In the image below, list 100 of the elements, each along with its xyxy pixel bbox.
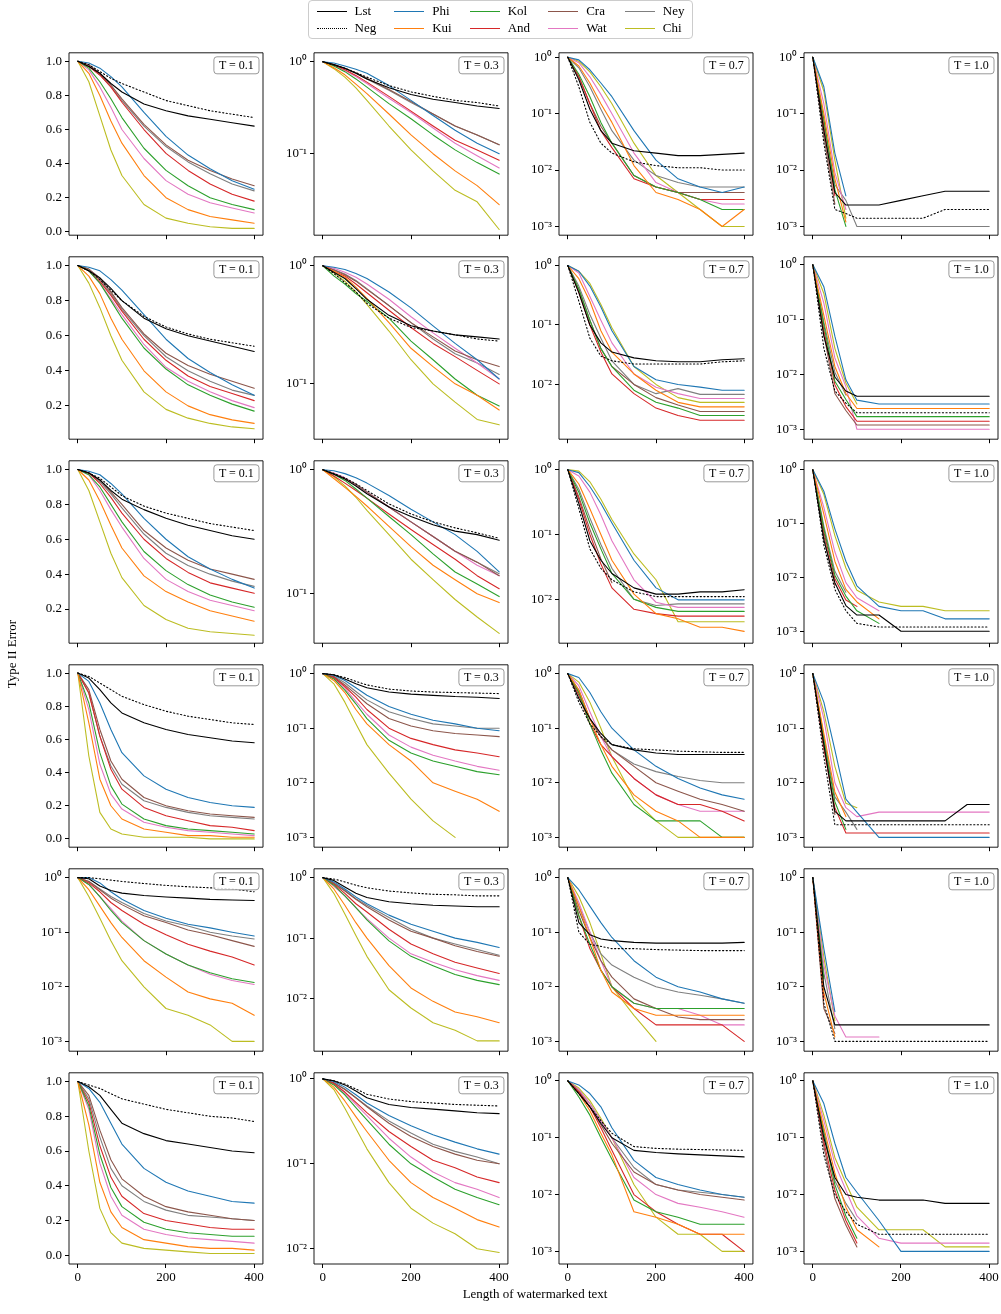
x-tick-label: 400 <box>979 1269 999 1285</box>
y-tick-label: 10⁻³ <box>776 622 798 638</box>
y-tick-label: 10⁻¹ <box>531 1129 553 1145</box>
legend-label: Phi <box>432 3 450 19</box>
y-tick-label: 10⁻¹ <box>286 929 308 945</box>
y-tick-label: 10⁰ <box>289 461 307 477</box>
y-tick-label: 10⁰ <box>44 869 62 885</box>
annotation: T = 1.0 <box>953 465 989 480</box>
y-tick-label: 0.8 <box>45 86 62 102</box>
y-tick-label: 10⁻³ <box>776 1242 798 1258</box>
y-tick-label: 10⁰ <box>779 1072 797 1088</box>
y-tick-label: 10⁻² <box>286 1240 308 1256</box>
y-tick-label: 10⁰ <box>779 665 797 681</box>
y-tick-label: 10⁻³ <box>776 217 798 233</box>
y-tick-label: 10⁻² <box>776 161 798 177</box>
annotation: T = 0.3 <box>463 1077 499 1092</box>
y-tick-label: 0.6 <box>45 530 63 546</box>
y-tick-label: 10⁰ <box>289 665 307 681</box>
x-tick-label: 400 <box>489 1269 509 1285</box>
y-tick-label: 0.8 <box>45 1107 62 1123</box>
annotation: T = 0.1 <box>218 261 254 276</box>
y-tick-label: 0.4 <box>45 565 63 581</box>
annotation: T = 0.7 <box>708 57 744 72</box>
y-tick-label: 0.2 <box>45 189 62 205</box>
y-tick-label: 0.4 <box>45 1177 63 1193</box>
annotation: T = 0.7 <box>708 261 744 276</box>
annotation: T = 0.3 <box>463 57 499 72</box>
y-tick-label: 10⁻¹ <box>531 525 553 541</box>
y-tick-label: 10⁻¹ <box>286 145 308 161</box>
legend-label: Ney <box>662 3 685 19</box>
y-tick-label: 10⁻² <box>776 1185 798 1201</box>
y-tick-label: 0.6 <box>45 120 63 136</box>
y-tick-label: 10⁰ <box>289 869 307 885</box>
y-tick-label: 10⁻² <box>531 774 553 790</box>
x-tick-label: 0 <box>564 1269 572 1285</box>
y-tick-label: 10⁻³ <box>531 1242 553 1258</box>
y-tick-label: 10⁰ <box>534 1072 552 1088</box>
legend-label: Kui <box>432 20 452 36</box>
y-tick-label: 10⁻¹ <box>531 923 553 939</box>
y-tick-label: 0.8 <box>45 697 62 713</box>
y-tick-label: 10⁻¹ <box>531 316 553 332</box>
annotation: T = 0.1 <box>218 57 254 72</box>
y-tick-label: 10⁻² <box>776 978 798 994</box>
y-tick-label: 0.0 <box>45 830 62 846</box>
y-axis-title: Type II Error <box>4 619 20 689</box>
x-tick-label: 0 <box>809 1269 817 1285</box>
annotation: T = 0.3 <box>463 465 499 480</box>
y-tick-label: 0.0 <box>45 1246 62 1262</box>
x-tick-label: 400 <box>244 1269 264 1285</box>
annotation: T = 0.7 <box>708 465 744 480</box>
y-tick-label: 10⁻¹ <box>286 375 308 391</box>
y-tick-label: 10⁻³ <box>531 828 553 844</box>
y-tick-label: 10⁻³ <box>776 1032 798 1048</box>
y-tick-label: 10⁻² <box>776 774 798 790</box>
y-tick-label: 0.0 <box>45 223 62 239</box>
legend-label: And <box>507 20 531 36</box>
y-tick-label: 10⁻² <box>531 375 553 391</box>
x-tick-label: 200 <box>891 1269 911 1285</box>
y-tick-label: 10⁻² <box>286 990 308 1006</box>
y-tick-label: 10⁻³ <box>286 828 308 844</box>
y-tick-label: 10⁻¹ <box>776 923 798 939</box>
x-tick-label: 0 <box>319 1269 327 1285</box>
annotation: T = 0.3 <box>463 873 499 888</box>
y-tick-label: 10⁻¹ <box>776 311 798 327</box>
y-tick-label: 0.8 <box>45 292 62 308</box>
y-tick-label: 10⁻³ <box>776 828 798 844</box>
y-tick-label: 0.2 <box>45 797 62 813</box>
y-tick-label: 10⁻³ <box>531 217 553 233</box>
y-tick-label: 10⁰ <box>534 48 552 64</box>
y-tick-label: 10⁻¹ <box>531 719 553 735</box>
y-tick-label: 10⁰ <box>534 869 552 885</box>
y-tick-label: 10⁻² <box>531 161 553 177</box>
y-tick-label: 10⁻³ <box>776 420 798 436</box>
annotation: T = 1.0 <box>953 261 989 276</box>
annotation: T = 1.0 <box>953 1077 989 1092</box>
annotation: T = 0.1 <box>218 1077 254 1092</box>
x-tick-label: 400 <box>734 1269 754 1285</box>
y-tick-label: 10⁻² <box>286 774 308 790</box>
y-tick-label: 10⁻¹ <box>776 1129 798 1145</box>
y-tick-label: 0.4 <box>45 155 63 171</box>
y-tick-label: 10⁻¹ <box>286 1155 308 1171</box>
y-tick-label: 1.0 <box>45 256 62 272</box>
annotation: T = 0.7 <box>708 873 744 888</box>
annotation: T = 1.0 <box>953 873 989 888</box>
y-tick-label: 10⁻¹ <box>531 105 553 121</box>
y-tick-label: 0.8 <box>45 495 62 511</box>
legend-label: Chi <box>662 20 682 36</box>
y-tick-label: 10⁰ <box>289 257 307 273</box>
legend-label: Kol <box>507 3 528 19</box>
x-tick-label: 0 <box>74 1269 82 1285</box>
annotation: T = 0.3 <box>463 669 499 684</box>
annotation: T = 0.3 <box>463 261 499 276</box>
annotation: T = 0.1 <box>218 465 254 480</box>
y-tick-label: 10⁰ <box>779 869 797 885</box>
y-tick-label: 10⁻² <box>531 1185 553 1201</box>
annotation: T = 0.1 <box>218 669 254 684</box>
y-tick-label: 1.0 <box>45 1072 62 1088</box>
y-tick-label: 10⁻¹ <box>41 923 63 939</box>
annotation: T = 0.7 <box>708 669 744 684</box>
y-tick-label: 10⁻¹ <box>776 105 798 121</box>
